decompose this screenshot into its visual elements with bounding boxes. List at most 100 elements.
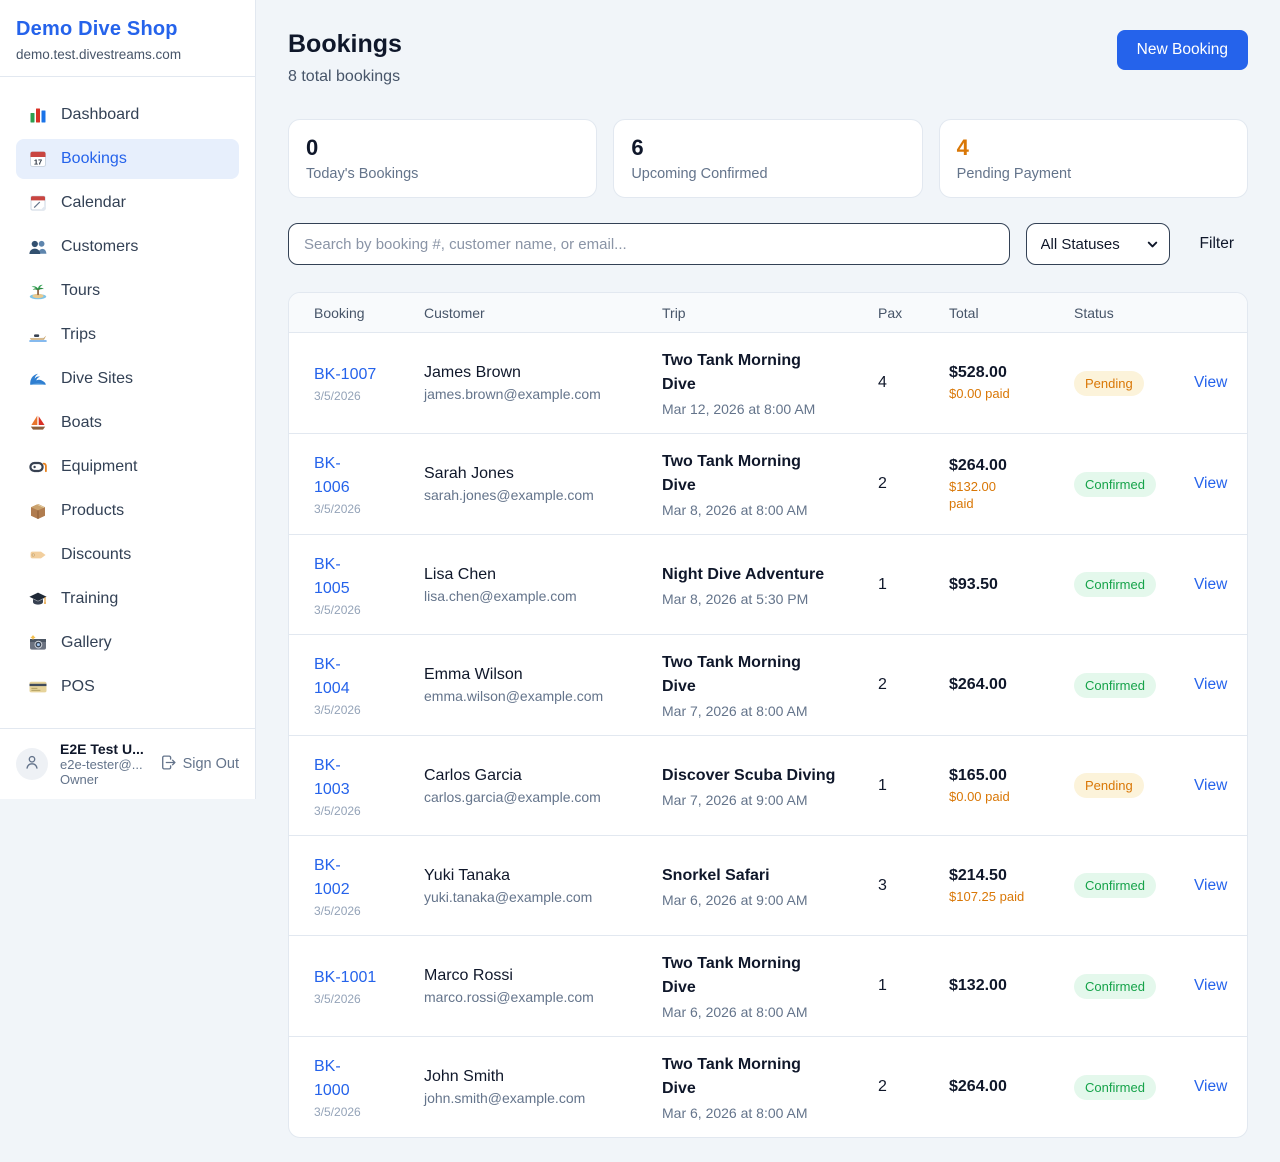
trip-name: Two Tank Morning Dive bbox=[662, 1056, 801, 1097]
booking-link[interactable]: BK- 1002 bbox=[314, 856, 350, 898]
trip-name: Discover Scuba Diving bbox=[662, 766, 836, 784]
paid-amount: $107.25 paid bbox=[949, 888, 1025, 904]
sidebar-item-tours[interactable]: Tours bbox=[16, 271, 239, 311]
user-name: E2E Test U... bbox=[60, 741, 144, 757]
sidebar-item-boats[interactable]: Boats bbox=[16, 403, 239, 443]
sidebar-item-discounts[interactable]: Discounts bbox=[16, 535, 239, 575]
bookings-table: Booking Customer Trip Pax Total Status B… bbox=[288, 292, 1248, 1138]
sidebar-item-products[interactable]: Products bbox=[16, 491, 239, 531]
stat-card-upcoming-confirmed: 6 Upcoming Confirmed bbox=[613, 119, 923, 198]
table-row: BK- 1005 3/5/2026 Lisa Chen lisa.chen@exampl… bbox=[289, 535, 1247, 635]
status-filter-wrap: All Statuses bbox=[1025, 223, 1170, 265]
logout-icon bbox=[160, 754, 177, 775]
customer-email: james.brown@example.com bbox=[424, 386, 601, 402]
action-cell: View bbox=[1194, 475, 1227, 493]
sidebar-item-dive-sites[interactable]: Dive Sites bbox=[16, 359, 239, 399]
table-row: BK- 1002 3/5/2026 Yuki Tanaka yuki.tanaka@ex… bbox=[289, 836, 1247, 936]
view-link[interactable]: View bbox=[1194, 575, 1228, 593]
trip-cell: Two Tank Morning Dive Mar 8, 2026 at 8:00… bbox=[662, 450, 878, 518]
customer-cell: Lisa Chen lisa.chen@example.com bbox=[424, 566, 662, 604]
sign-out-button[interactable]: Sign Out bbox=[160, 754, 239, 775]
filter-bar: All Statuses Filter bbox=[288, 223, 1248, 265]
sidebar-item-customers[interactable]: Customers bbox=[16, 227, 239, 267]
sidebar-item-calendar[interactable]: Calendar bbox=[16, 183, 239, 223]
view-link[interactable]: View bbox=[1194, 977, 1228, 994]
sidebar-item-label: Dive Sites bbox=[61, 370, 134, 387]
sidebar-item-equipment[interactable]: Equipment bbox=[16, 447, 239, 487]
filter-button[interactable]: Filter bbox=[1186, 235, 1248, 253]
total-amount: $93.50 bbox=[949, 575, 998, 593]
credit-card-icon bbox=[28, 677, 48, 697]
table-row: BK- 1006 3/5/2026 Sarah Jones sarah.jones@ex… bbox=[289, 434, 1247, 535]
customer-name: Emma Wilson bbox=[424, 666, 523, 683]
trip-name: Two Tank Morning Dive bbox=[662, 352, 801, 393]
sidebar-item-training[interactable]: Training bbox=[16, 579, 239, 619]
sidebar-item-label: Discounts bbox=[61, 546, 132, 563]
speedboat-icon bbox=[28, 325, 48, 345]
svg-text:17: 17 bbox=[34, 157, 42, 166]
customer-name: Yuki Tanaka bbox=[424, 866, 510, 884]
stat-card-todays-bookings: 0 Today's Bookings bbox=[288, 119, 598, 198]
view-link[interactable]: View bbox=[1194, 676, 1228, 693]
status-filter-select[interactable]: All Statuses bbox=[1025, 223, 1170, 265]
sidebar-item-pos[interactable]: POS bbox=[16, 667, 239, 707]
status-badge: Confirmed bbox=[1074, 471, 1156, 497]
table-row: BK- 1000 3/5/2026 John Smith john.smith@exam… bbox=[289, 1037, 1247, 1137]
new-booking-button[interactable]: New Booking bbox=[1116, 30, 1248, 70]
customer-email: carlos.garcia@example.com bbox=[424, 788, 601, 805]
stat-value: 4 bbox=[956, 135, 969, 160]
sidebar-item-label: Tours bbox=[61, 282, 101, 299]
trip-datetime: Mar 8, 2026 at 8:00 AM bbox=[662, 502, 808, 518]
booking-link[interactable]: BK- 1000 bbox=[314, 1058, 350, 1099]
sidebar-nav: Dashboard 17 Bookings Calendar Customers Tour… bbox=[0, 77, 255, 728]
booking-cell: BK-1001 3/5/2026 bbox=[314, 966, 424, 1006]
search-input[interactable] bbox=[288, 223, 1010, 265]
booking-cell: BK- 1002 3/5/2026 bbox=[314, 854, 424, 918]
view-link[interactable]: View bbox=[1194, 374, 1228, 391]
status-badge: Pending bbox=[1074, 370, 1144, 396]
user-role: Owner bbox=[60, 772, 99, 787]
paid-amount: $0.00 paid bbox=[949, 386, 1010, 401]
grad-cap-icon bbox=[28, 589, 48, 609]
sidebar-item-label: Gallery bbox=[61, 634, 112, 651]
view-link[interactable]: View bbox=[1194, 475, 1228, 492]
trip-cell: Night Dive Adventure Mar 8, 2026 at 5:30 … bbox=[662, 563, 878, 607]
status-cell: Confirmed bbox=[1074, 873, 1194, 898]
stat-label: Pending Payment bbox=[956, 166, 1072, 182]
booking-link[interactable]: BK- 1004 bbox=[314, 656, 350, 697]
status-cell: Confirmed bbox=[1074, 973, 1194, 999]
page-title: Bookings bbox=[288, 30, 402, 58]
booking-link[interactable]: BK-1007 bbox=[314, 366, 377, 383]
sidebar-item-bookings[interactable]: 17 Bookings bbox=[16, 139, 239, 179]
sidebar-item-dashboard[interactable]: Dashboard bbox=[16, 95, 239, 135]
status-badge: Confirmed bbox=[1074, 1074, 1156, 1100]
view-link[interactable]: View bbox=[1194, 876, 1228, 894]
total-cell: $264.00 $132.00 paid bbox=[949, 457, 1074, 512]
booking-date: 3/5/2026 bbox=[314, 903, 361, 918]
booking-link[interactable]: BK- 1003 bbox=[314, 756, 350, 798]
sidebar-item-trips[interactable]: Trips bbox=[16, 315, 239, 355]
pax-value: 1 bbox=[878, 575, 887, 593]
customer-cell: Emma Wilson emma.wilson@example.com bbox=[424, 666, 662, 704]
view-link[interactable]: View bbox=[1194, 776, 1228, 794]
customer-name: James Brown bbox=[424, 364, 521, 381]
customer-cell: Yuki Tanaka yuki.tanaka@example.com bbox=[424, 867, 662, 905]
action-cell: View bbox=[1194, 676, 1227, 694]
table-row: BK- 1004 3/5/2026 Emma Wilson emma.wilson@ex… bbox=[289, 635, 1247, 736]
status-badge: Pending bbox=[1074, 773, 1144, 798]
tearoff-calendar-icon bbox=[28, 193, 48, 213]
action-cell: View bbox=[1194, 1078, 1227, 1096]
total-cell: $214.50 $107.25 paid bbox=[949, 867, 1074, 905]
page-title-block: Bookings 8 total bookings bbox=[288, 30, 402, 86]
table-row: BK- 1003 3/5/2026 Carlos Garcia carlos.garci… bbox=[289, 736, 1247, 836]
sidebar-item-gallery[interactable]: Gallery bbox=[16, 623, 239, 663]
booking-date: 3/5/2026 bbox=[314, 703, 361, 717]
view-link[interactable]: View bbox=[1194, 1078, 1228, 1095]
booking-link[interactable]: BK- 1006 bbox=[314, 455, 350, 496]
booking-link[interactable]: BK- 1005 bbox=[314, 555, 350, 597]
customer-email: yuki.tanaka@example.com bbox=[424, 888, 593, 905]
booking-date: 3/5/2026 bbox=[314, 803, 361, 818]
status-cell: Confirmed bbox=[1074, 471, 1194, 497]
user-meta: E2E Test U... e2e-tester@... Owner bbox=[60, 741, 148, 787]
booking-link[interactable]: BK-1001 bbox=[314, 969, 377, 986]
